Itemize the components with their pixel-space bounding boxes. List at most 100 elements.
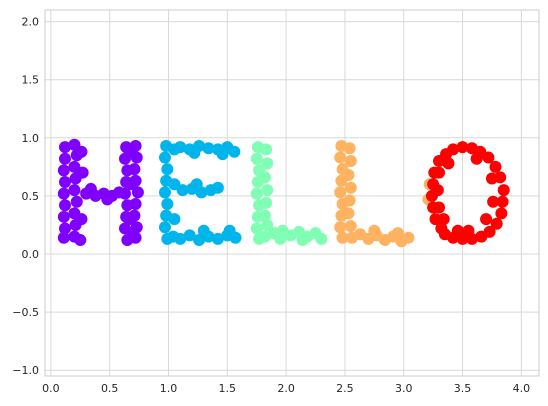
data-point <box>75 213 88 226</box>
data-point <box>223 224 236 237</box>
data-point <box>158 151 171 164</box>
x-tick-label: 2.0 <box>277 382 295 395</box>
scatter-series <box>57 138 144 247</box>
data-point <box>211 181 224 194</box>
data-point <box>260 196 273 209</box>
data-point <box>315 232 328 245</box>
data-point <box>76 166 89 179</box>
data-point <box>161 198 174 211</box>
y-tick-label: 2.0 <box>22 16 40 29</box>
data-point <box>123 213 136 226</box>
data-point <box>431 184 444 197</box>
data-point <box>402 231 415 244</box>
data-point <box>344 181 357 194</box>
data-point <box>296 234 309 247</box>
data-point <box>480 213 493 226</box>
data-point <box>176 184 189 197</box>
data-point <box>258 209 271 222</box>
data-point <box>260 143 273 156</box>
data-point <box>334 221 347 234</box>
data-point <box>84 182 97 195</box>
data-point <box>489 160 502 173</box>
data-point <box>274 232 287 245</box>
data-point <box>334 151 347 164</box>
data-point <box>342 207 355 220</box>
data-point <box>58 199 71 212</box>
data-point <box>462 224 475 237</box>
data-point <box>433 201 446 214</box>
data-point <box>57 187 70 200</box>
data-point <box>58 175 71 188</box>
data-point <box>482 151 495 164</box>
x-tick-label: 1.5 <box>219 382 237 395</box>
data-point <box>202 142 215 155</box>
grid <box>45 10 539 376</box>
data-point <box>343 142 356 155</box>
data-point <box>368 224 381 237</box>
data-point <box>75 145 88 158</box>
data-point <box>497 184 510 197</box>
y-axis-ticks: −1.0 −0.5 0.0 0.5 1.0 1.5 2.0 <box>12 16 39 378</box>
data-point <box>211 232 224 245</box>
data-point <box>429 213 442 226</box>
data-point <box>128 163 141 176</box>
data-point <box>129 198 142 211</box>
y-tick-label: −1.0 <box>12 364 39 377</box>
data-point <box>442 157 455 170</box>
data-point <box>456 141 469 154</box>
plot-frame <box>44 9 540 377</box>
data-point <box>57 231 70 244</box>
data-point <box>101 193 114 206</box>
x-tick-label: 3.5 <box>454 382 472 395</box>
data-point <box>250 222 263 235</box>
data-point <box>168 213 181 226</box>
data-point <box>258 171 271 184</box>
scatter-series <box>158 139 242 247</box>
data-point <box>193 234 206 247</box>
scatter-points <box>57 138 510 248</box>
data-point <box>470 152 483 165</box>
data-point <box>57 164 70 177</box>
data-point <box>344 220 357 233</box>
data-point <box>126 178 139 191</box>
data-point <box>174 232 187 245</box>
data-point <box>74 234 87 247</box>
y-tick-label: 1.5 <box>22 74 40 87</box>
y-tick-label: 1.0 <box>22 132 40 145</box>
data-point <box>58 222 71 235</box>
data-point <box>261 184 274 197</box>
x-tick-label: 2.5 <box>336 382 354 395</box>
data-point <box>183 229 196 242</box>
data-point <box>451 224 464 237</box>
x-tick-label: 3.0 <box>395 382 413 395</box>
data-point <box>58 141 71 154</box>
data-point <box>495 207 508 220</box>
x-tick-label: 4.0 <box>513 382 531 395</box>
data-point <box>68 184 81 197</box>
data-point <box>58 152 71 165</box>
data-point <box>250 187 263 200</box>
y-tick-label: 0.5 <box>22 190 40 203</box>
data-point <box>485 172 498 185</box>
data-point <box>70 195 83 208</box>
scatter-series <box>425 141 510 245</box>
data-point <box>57 210 70 223</box>
data-point <box>344 155 357 168</box>
y-tick-label: 0.0 <box>22 248 40 261</box>
data-point <box>190 178 203 191</box>
data-point <box>336 231 349 244</box>
data-point <box>174 141 187 154</box>
data-point <box>334 186 347 199</box>
data-point <box>250 152 263 165</box>
data-point <box>161 163 174 176</box>
data-point <box>496 195 509 208</box>
data-point <box>124 145 137 158</box>
data-point <box>228 145 241 158</box>
x-axis-ticks: 0.0 0.5 1.0 1.5 2.0 2.5 3.0 3.5 4.0 <box>42 382 530 395</box>
data-point <box>391 227 404 240</box>
data-point <box>433 166 446 179</box>
data-point <box>216 148 229 161</box>
data-point <box>118 187 131 200</box>
data-point <box>447 143 460 156</box>
